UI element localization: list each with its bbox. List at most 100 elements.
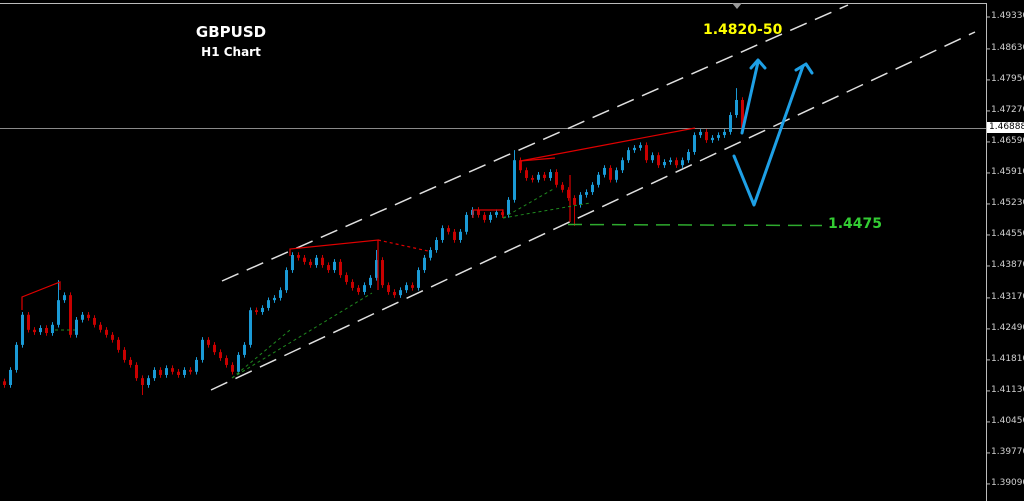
pattern-lines (21, 127, 696, 310)
candle-bullish (435, 239, 438, 251)
candle-bearish (339, 261, 342, 276)
candle-bearish (159, 369, 162, 375)
y-tick-label: 1.49330 (991, 11, 1024, 21)
candle-bearish (129, 359, 132, 365)
channel-upper-line[interactable] (221, 4, 849, 282)
dotted-line (231, 292, 373, 379)
candle-bearish (705, 131, 708, 141)
candle-bullish (723, 131, 726, 136)
y-tick-label: 1.47950 (991, 73, 1024, 84)
candle-bullish (333, 261, 336, 271)
candle-bullish (183, 369, 186, 375)
candle-bearish (657, 155, 660, 166)
arrowhead-icon (794, 62, 814, 75)
candle-bearish (45, 327, 48, 334)
y-tick-label: 1.41130 (991, 384, 1024, 395)
forecast-arrow-down-up (732, 64, 805, 207)
candle-bearish (303, 257, 306, 262)
candle-bearish (555, 172, 558, 185)
y-tick-label: 1.48630 (991, 42, 1024, 53)
candle-bullish (273, 297, 276, 301)
candle-bearish (3, 381, 6, 385)
candle-bullish (399, 290, 402, 296)
candle-bullish (405, 285, 408, 291)
pattern-line (519, 157, 556, 162)
candle-bearish (609, 167, 612, 180)
candle-bearish (225, 358, 228, 365)
y-tick-label: 1.39770 (991, 446, 1024, 457)
pattern-line (472, 209, 504, 218)
candle-bullish (693, 135, 696, 152)
candle-bearish (387, 285, 390, 292)
candle-bearish (123, 349, 126, 360)
candle-bullish (585, 192, 588, 195)
candle-bullish (195, 359, 198, 372)
support-line[interactable] (567, 223, 823, 227)
candle-bullish (15, 344, 18, 370)
candle-bullish (423, 257, 426, 271)
support-label: 1.4475 (828, 216, 883, 232)
candle-bearish (189, 369, 192, 372)
candle-bullish (237, 354, 240, 372)
candle-bullish (591, 184, 594, 193)
forecast-arrow-up (740, 60, 760, 135)
candle-bullish (375, 260, 378, 278)
candle-bullish (495, 212, 498, 215)
candle-bullish (417, 270, 420, 288)
candle-bearish (483, 214, 486, 220)
candle-bullish (153, 369, 156, 379)
candle-bearish (105, 329, 108, 335)
candle-bullish (57, 300, 60, 325)
candle-bearish (27, 314, 30, 330)
candle-bearish (255, 310, 258, 313)
arrowhead-icon (749, 58, 767, 70)
pattern-line (21, 281, 61, 310)
candle-bullish (729, 115, 732, 132)
candle-bullish (75, 319, 78, 335)
channel-lower-line[interactable] (210, 31, 976, 391)
pattern-line (289, 239, 379, 290)
y-tick-label: 1.41810 (991, 353, 1024, 364)
y-tick-label: 1.44550 (991, 228, 1024, 239)
chart-shift-marker-icon[interactable] (732, 3, 742, 9)
candle-bearish (111, 334, 114, 340)
candle-bullish (429, 250, 432, 258)
candle-bearish (99, 324, 102, 330)
candle-bullish (201, 339, 204, 360)
chart-timeframe-title: H1 Chart (201, 45, 261, 59)
candle-bullish (441, 228, 444, 240)
candle-bullish (537, 174, 540, 180)
candle-bullish (315, 257, 318, 266)
y-tick-label: 1.45910 (991, 166, 1024, 177)
forecast-arrows (732, 58, 814, 207)
dotted-line (502, 202, 591, 219)
candle-bullish (549, 172, 552, 178)
candle-bullish (507, 199, 510, 215)
candle-bullish (369, 277, 372, 286)
candle-bullish (279, 290, 282, 298)
candle-bearish (573, 198, 576, 205)
candle-bullish (579, 194, 582, 205)
candle-bullish (81, 314, 84, 320)
pattern-line (519, 127, 696, 170)
candle-bullish (39, 327, 42, 333)
candle-bearish (411, 285, 414, 288)
candle-bearish (141, 378, 144, 385)
candle-bullish (687, 151, 690, 161)
pattern-line (377, 239, 429, 252)
candle-bearish (525, 170, 528, 178)
candle-bearish (177, 371, 180, 375)
candle-bearish (531, 177, 534, 180)
candle-bearish (231, 364, 234, 372)
candle-bearish (393, 291, 396, 296)
candle-bearish (645, 145, 648, 161)
candle-bullish (711, 137, 714, 141)
candles (3, 88, 744, 396)
candle-bearish (675, 160, 678, 166)
candle-bullish (21, 314, 24, 345)
candle-bullish (285, 270, 288, 291)
candle-bearish (219, 352, 222, 359)
candle-bullish (465, 214, 468, 232)
candle-bearish (171, 368, 174, 372)
candle-bearish (117, 339, 120, 350)
